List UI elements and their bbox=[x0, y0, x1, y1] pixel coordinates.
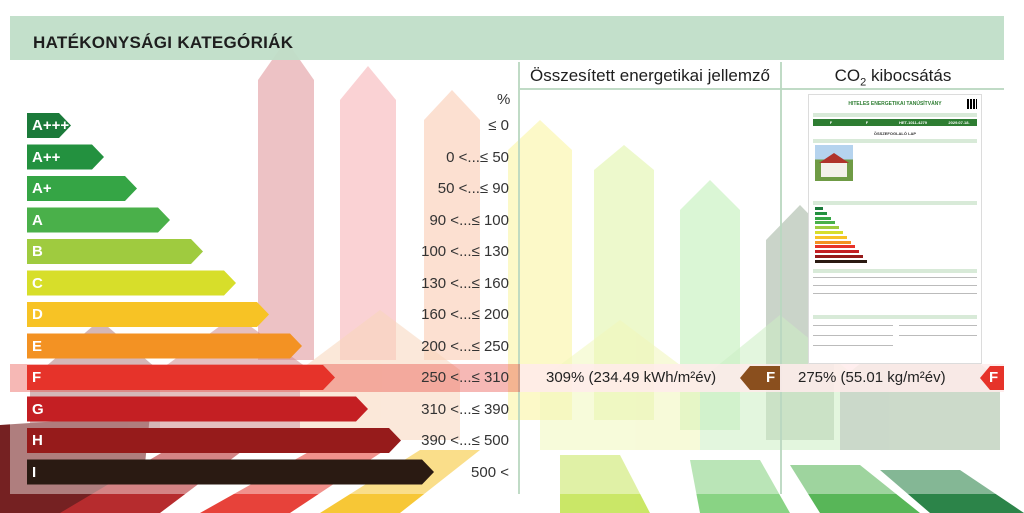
certificate-thumbnail: HITELES ENERGETIKAI TANÚSÍTVÁNY F F HET-… bbox=[808, 94, 982, 364]
certificate-value: F bbox=[829, 120, 833, 125]
category-label: A++ bbox=[32, 148, 61, 166]
category-arrow-G bbox=[27, 396, 368, 422]
category-range: ≤ 0 bbox=[488, 117, 509, 134]
qr-code-icon bbox=[967, 99, 977, 109]
mini-scale-bar bbox=[815, 259, 867, 263]
certificate-section-bar bbox=[813, 269, 977, 273]
certificate-rule bbox=[813, 345, 893, 346]
column-header-primary-energy: Összesített energetikai jellemző bbox=[530, 66, 770, 85]
category-range: 500 < bbox=[471, 463, 509, 481]
category-arrow-E bbox=[27, 333, 302, 359]
mini-scale-bar bbox=[815, 216, 831, 220]
category-arrow-I bbox=[27, 459, 434, 485]
category-label: A+ bbox=[32, 180, 52, 197]
mini-scale-bar bbox=[815, 250, 859, 254]
co2-suffix: kibocsátás bbox=[866, 66, 952, 85]
mini-scale-bar bbox=[815, 255, 863, 258]
category-arrow-D bbox=[27, 302, 269, 327]
category-arrow-F bbox=[27, 365, 335, 390]
certificate-section-bar bbox=[813, 201, 977, 205]
certificate-value: 2029.07.18. bbox=[948, 120, 970, 125]
category-label: D bbox=[32, 306, 43, 323]
mini-scale-bar bbox=[815, 240, 851, 244]
page-title: HATÉKONYSÁGI KATEGÓRIÁK bbox=[33, 33, 294, 52]
certificate-value: HET-1011-4279 bbox=[898, 120, 928, 125]
category-arrow-B bbox=[27, 239, 203, 264]
category-range: 160 <...≤ 200 bbox=[421, 306, 509, 323]
co2-subscript: 2 bbox=[860, 76, 867, 89]
category-label: A+++ bbox=[32, 117, 70, 134]
co2-value: 275% (55.01 kg/m²év) bbox=[798, 369, 946, 386]
certificate-rule bbox=[899, 325, 977, 326]
primary-energy-value: 309% (234.49 kWh/m²év) bbox=[546, 369, 717, 386]
category-label: B bbox=[32, 243, 43, 260]
mini-scale-bar bbox=[815, 211, 827, 215]
certificate-sheet-title: ÖSSZEFOGLALÓ LAP bbox=[873, 131, 917, 136]
certificate-rule bbox=[813, 325, 893, 326]
highlight-band-left bbox=[10, 364, 520, 392]
category-label: F bbox=[32, 369, 42, 386]
header-bar bbox=[10, 16, 1004, 60]
mini-scale-bar bbox=[815, 221, 835, 225]
category-range: 250 <...≤ 310 bbox=[421, 369, 509, 386]
category-arrow-A++ bbox=[27, 144, 104, 170]
column-divider bbox=[780, 62, 782, 494]
category-arrow-A+++ bbox=[27, 113, 71, 138]
certificate-rule bbox=[899, 335, 977, 336]
category-range: 0 <...≤ 50 bbox=[446, 148, 509, 166]
category-range: 130 <...≤ 160 bbox=[421, 274, 509, 292]
category-label: C bbox=[32, 274, 43, 292]
mini-scale-bar bbox=[815, 231, 843, 234]
category-label: I bbox=[32, 463, 37, 481]
certificate-section-bar bbox=[813, 139, 977, 143]
certificate-value-row: F F HET-1011-4279 2029.07.18. bbox=[813, 119, 977, 126]
category-range: 90 <...≤ 100 bbox=[429, 211, 509, 229]
column-divider bbox=[518, 62, 520, 494]
certificate-header-row bbox=[813, 113, 977, 117]
mini-scale-bar bbox=[815, 207, 823, 210]
percent-header: % bbox=[497, 91, 511, 108]
certificate-value: F bbox=[865, 120, 869, 125]
certificate-rule bbox=[813, 335, 893, 336]
mini-scale-bar bbox=[815, 245, 855, 249]
house-wall-icon bbox=[821, 163, 847, 177]
category-arrow-H bbox=[27, 428, 401, 453]
primary-energy-class: F bbox=[766, 369, 776, 386]
mini-scale-bar bbox=[815, 226, 839, 230]
category-range: 50 <...≤ 90 bbox=[437, 180, 509, 197]
certificate-rule bbox=[813, 277, 977, 278]
category-range: 100 <...≤ 130 bbox=[421, 243, 509, 260]
category-arrow-A bbox=[27, 207, 170, 233]
co2-prefix: CO bbox=[834, 66, 861, 85]
certificate-title: HITELES ENERGETIKAI TANÚSÍTVÁNY bbox=[848, 101, 942, 107]
primary-energy-class-tag bbox=[740, 366, 780, 390]
certificate-rule bbox=[813, 293, 977, 294]
certificate-rule bbox=[813, 285, 977, 286]
category-label: H bbox=[32, 432, 43, 449]
mini-scale-bar bbox=[815, 235, 847, 239]
category-label: A bbox=[32, 211, 43, 229]
house-roof-icon bbox=[819, 153, 849, 163]
category-arrow-C bbox=[27, 270, 236, 296]
category-range: 200 <...≤ 250 bbox=[421, 337, 509, 355]
category-arrow-A+ bbox=[27, 176, 137, 201]
header-divider bbox=[520, 88, 1004, 90]
column-header-co2: CO2 kibocsátás bbox=[784, 62, 1002, 90]
co2-class-tag bbox=[980, 366, 1004, 390]
category-range: 390 <...≤ 500 bbox=[421, 432, 509, 449]
category-label: G bbox=[32, 400, 44, 418]
category-label: E bbox=[32, 337, 43, 355]
certificate-section-bar bbox=[813, 315, 977, 319]
co2-class: F bbox=[989, 369, 999, 386]
category-range: 310 <...≤ 390 bbox=[421, 400, 509, 418]
